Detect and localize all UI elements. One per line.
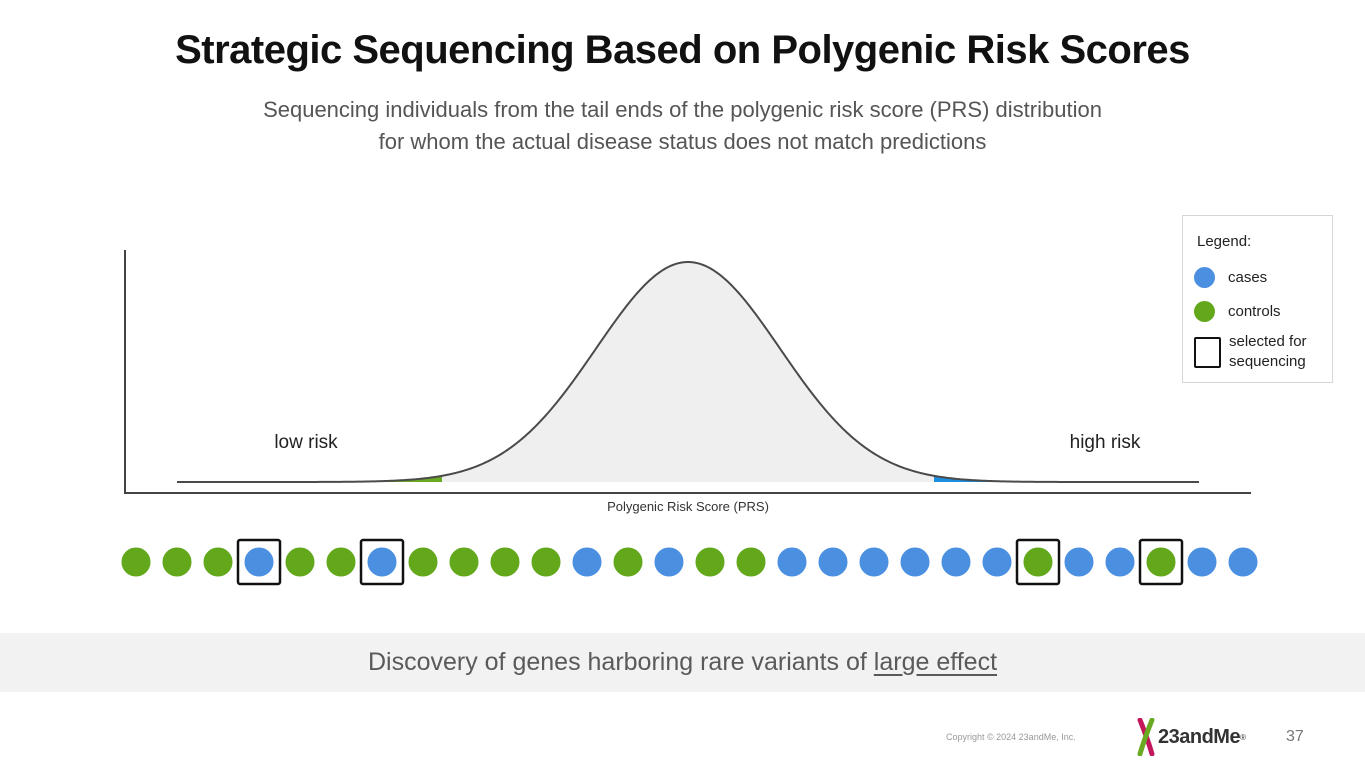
legend-selected-line-2: sequencing <box>1229 353 1306 370</box>
case-dot <box>653 546 685 578</box>
legend-selected: selected for sequencing <box>1194 332 1307 372</box>
conclusion-banner: Discovery of genes harboring rare varian… <box>0 633 1365 692</box>
case-dot <box>899 546 931 578</box>
individuals-row <box>120 538 1259 586</box>
control-dot-icon <box>1194 301 1215 322</box>
control-dot <box>120 546 152 578</box>
control-dot <box>325 546 357 578</box>
case-dot <box>571 546 603 578</box>
legend-cases-label: cases <box>1228 268 1268 286</box>
banner-emphasis: large effect <box>873 648 998 676</box>
control-dot <box>694 546 726 578</box>
logo-text: 23andMe <box>1158 725 1241 748</box>
legend: Legend: cases controls selected for sequ… <box>1182 215 1333 383</box>
selection-box-icon <box>1194 336 1221 368</box>
distribution-curve <box>177 261 1199 483</box>
slide-title: Strategic Sequencing Based on Polygenic … <box>175 28 1190 72</box>
legend-title: Legend: <box>1197 233 1252 250</box>
company-logo: 23andMe ® <box>1136 718 1246 756</box>
slide-subtitle: Sequencing individuals from the tail end… <box>0 94 1365 158</box>
control-dot <box>284 546 316 578</box>
case-dot <box>981 546 1013 578</box>
case-dot <box>243 546 275 578</box>
banner-text: Discovery of genes harboring rare varian… <box>367 648 874 676</box>
control-dot <box>1145 546 1177 578</box>
selection-box <box>1015 538 1061 586</box>
control-dot <box>161 546 193 578</box>
legend-selected-label: selected for sequencing <box>1229 332 1307 372</box>
case-dot <box>1063 546 1095 578</box>
x-axis-label: Polygenic Risk Score (PRS) <box>607 499 769 514</box>
case-dot <box>1186 546 1218 578</box>
distribution-area <box>177 262 1199 482</box>
control-dot <box>448 546 480 578</box>
low-risk-label: low risk <box>274 432 338 453</box>
copyright-text: Copyright © 2024 23andMe, Inc. <box>946 732 1076 742</box>
control-dot <box>735 546 767 578</box>
low-risk-tail-area <box>330 475 442 482</box>
legend-cases: cases <box>1194 267 1267 288</box>
control-dot <box>489 546 521 578</box>
case-dot <box>366 546 398 578</box>
selection-box <box>236 538 282 586</box>
legend-controls: controls <box>1194 301 1281 322</box>
selection-box <box>1138 538 1184 586</box>
logo-registered: ® <box>1240 732 1246 742</box>
case-dot <box>776 546 808 578</box>
legend-selected-line-1: selected for <box>1229 333 1307 350</box>
case-dot <box>1227 546 1259 578</box>
control-dot <box>530 546 562 578</box>
subtitle-line-1: Sequencing individuals from the tail end… <box>263 97 1102 122</box>
control-dot <box>202 546 234 578</box>
selection-box <box>359 538 405 586</box>
case-dot <box>858 546 890 578</box>
control-dot <box>1022 546 1054 578</box>
legend-controls-label: controls <box>1228 302 1281 320</box>
control-dot <box>612 546 644 578</box>
subtitle-line-2: for whom the actual disease status does … <box>378 129 987 154</box>
high-risk-label: high risk <box>1070 432 1141 453</box>
case-dot <box>817 546 849 578</box>
case-dot-icon <box>1194 267 1215 288</box>
prs-distribution-diagram: low risk high risk Polygenic Risk Score … <box>120 250 1259 586</box>
page-number: 37 <box>1286 728 1304 745</box>
case-dot <box>1104 546 1136 578</box>
chromosome-logo-icon <box>1137 718 1155 756</box>
case-dot <box>940 546 972 578</box>
control-dot <box>407 546 439 578</box>
